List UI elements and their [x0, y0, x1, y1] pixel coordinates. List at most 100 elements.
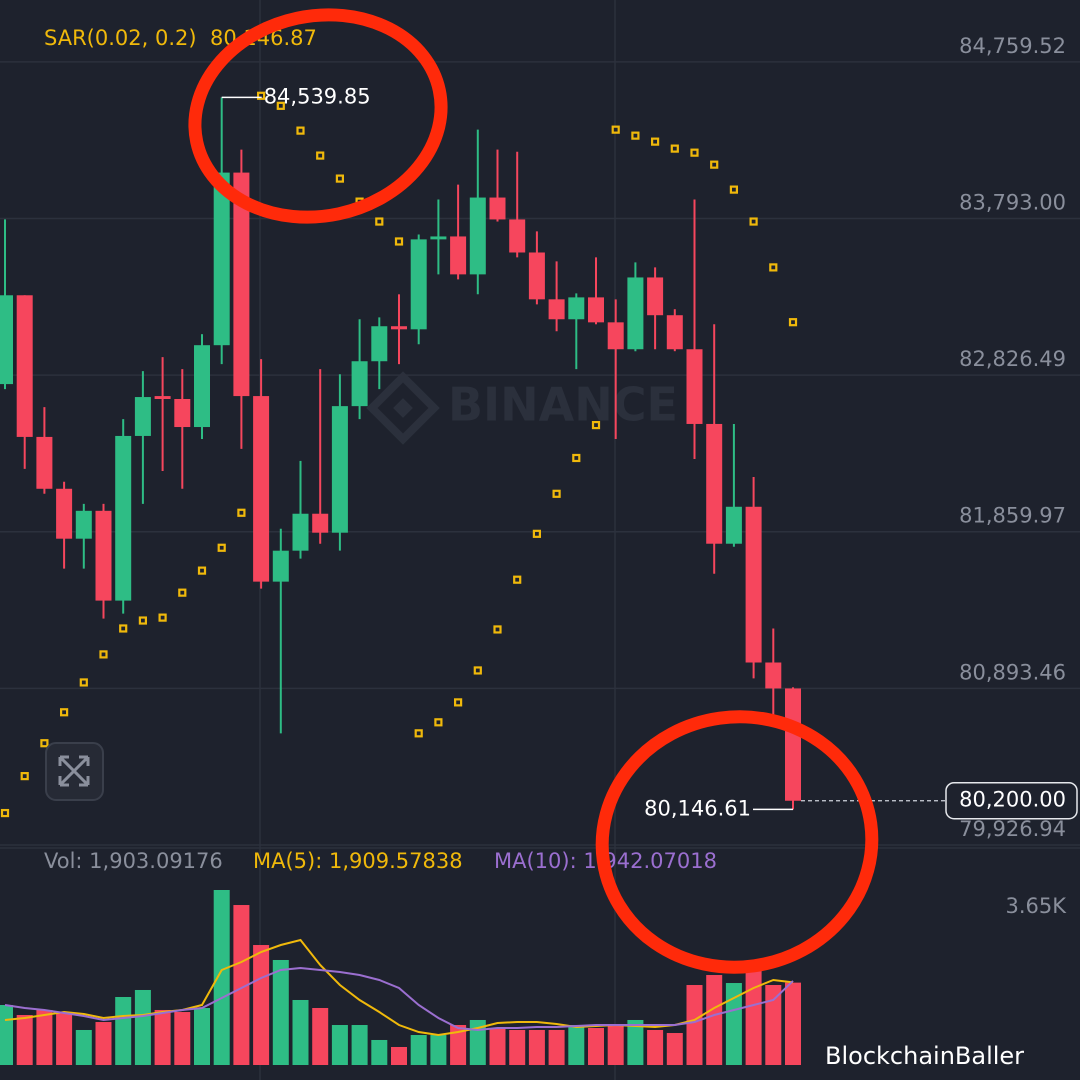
sar-dot [434, 718, 443, 727]
low-label: 80,146.61 [644, 796, 751, 820]
sar-dot [513, 575, 522, 584]
sar-dot [611, 125, 620, 134]
candle-body [647, 277, 664, 316]
volume-bar [56, 1012, 73, 1065]
sar-dot [493, 625, 502, 634]
candle-body [627, 277, 644, 350]
sar-dot [40, 739, 49, 748]
sar-dot [237, 508, 246, 517]
candle-body [331, 406, 348, 533]
volume-bar [391, 1046, 407, 1065]
sar-dot [158, 613, 167, 622]
sar-dot [59, 708, 69, 717]
volume-bar [312, 1007, 329, 1065]
volume-bar [489, 1027, 506, 1065]
credit-watermark: BlockchainBaller [825, 1042, 1024, 1070]
candle-body [410, 239, 427, 330]
volume-bar [627, 1019, 644, 1065]
sar-dot [99, 650, 108, 659]
candle-body [489, 197, 506, 220]
volume-bar [706, 975, 723, 1065]
volume-bar [765, 985, 782, 1065]
red-circle-annotation [595, 710, 879, 974]
sar-dot [138, 616, 147, 625]
sar-dot [178, 588, 187, 597]
candle-body [450, 236, 467, 275]
y-tick-label: 80,893.46 [959, 660, 1066, 684]
candle-body [785, 688, 801, 801]
candle-body [154, 396, 171, 399]
candle-body [253, 396, 270, 582]
sar-dot [749, 217, 758, 226]
volume-bar [607, 1025, 624, 1065]
high-label: 84,539.85 [264, 84, 371, 108]
sar-dot [532, 529, 542, 538]
sar-dot [257, 91, 266, 100]
volume-bar [410, 1035, 427, 1065]
sar-dot [670, 144, 679, 153]
y-tick-label: 84,759.52 [959, 34, 1066, 58]
volume-bar [95, 1022, 112, 1065]
candle-body [568, 297, 585, 320]
candle-body [56, 488, 73, 539]
volume-bar [16, 1015, 33, 1065]
candle-body [292, 513, 309, 551]
volume-bar [686, 985, 703, 1065]
volume-bar [371, 1039, 388, 1065]
candle-body [351, 361, 368, 407]
volume-bar [115, 996, 132, 1065]
candle-body [174, 398, 191, 428]
sar-dot [710, 160, 719, 169]
volume-bar [568, 1025, 585, 1065]
sar-dot [690, 148, 699, 157]
last-price-box [945, 781, 1078, 820]
candle-body [706, 423, 723, 544]
volume-bar [548, 1029, 565, 1065]
y-tick-label: 82,826.49 [959, 347, 1066, 371]
sar-dot [454, 698, 463, 707]
sar-dot [335, 174, 344, 183]
sar-dot [316, 151, 325, 160]
sar-dot [788, 318, 798, 327]
volume-bar [292, 999, 309, 1065]
candle-body [745, 506, 762, 663]
volume-bar [134, 989, 151, 1065]
volume-bar [745, 965, 762, 1065]
candle-body [391, 326, 407, 330]
candle-body [765, 662, 782, 689]
sar-dot [79, 678, 88, 687]
expand-button[interactable] [45, 742, 104, 801]
candle-body [36, 436, 53, 489]
candle-body [666, 315, 683, 350]
volume-bar [0, 1005, 13, 1065]
candle-body [469, 197, 486, 275]
volume-bar [725, 983, 742, 1065]
sar-dot [414, 729, 423, 738]
candle-body [134, 397, 151, 436]
watermark: BINANCE [448, 378, 678, 432]
candle-body [213, 172, 230, 346]
sar-dot [375, 217, 384, 226]
volume-bar [666, 1033, 683, 1065]
sar-dot [20, 772, 29, 781]
sar-dot [591, 420, 601, 430]
sar-dot [650, 137, 660, 146]
volume-bar [154, 1009, 171, 1065]
sar-dot [119, 624, 128, 633]
candle-body [0, 295, 13, 385]
sar-dot [276, 101, 285, 110]
y-tick-label: 83,793.00 [959, 190, 1066, 214]
volume-bar [36, 1009, 53, 1065]
volume-bar [647, 1029, 664, 1065]
candle-body [509, 219, 526, 253]
volume-bar [351, 1025, 368, 1065]
candle-body [548, 299, 565, 320]
volume-bar [233, 905, 250, 1065]
candle-body [725, 506, 742, 544]
y-tick-label: 3.65K [1005, 894, 1067, 918]
volume-bar [509, 1029, 526, 1065]
candle-body [430, 236, 447, 240]
volume-bar [174, 1012, 191, 1065]
y-tick-label: 81,859.97 [959, 504, 1066, 528]
